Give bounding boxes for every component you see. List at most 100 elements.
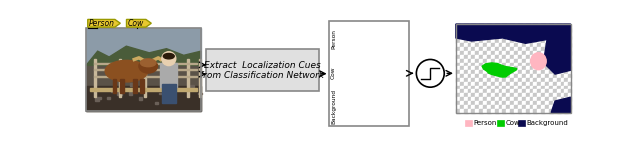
- Bar: [467, 109, 472, 113]
- Bar: [476, 93, 479, 97]
- Bar: [522, 55, 525, 59]
- Bar: [549, 24, 553, 28]
- Bar: [510, 24, 514, 28]
- Bar: [514, 93, 518, 97]
- Bar: [479, 90, 483, 93]
- Bar: [499, 24, 502, 28]
- Bar: [510, 63, 514, 66]
- Bar: [476, 28, 479, 32]
- Bar: [460, 55, 463, 59]
- Bar: [568, 86, 571, 90]
- Bar: [495, 43, 499, 47]
- Bar: [537, 59, 541, 63]
- Bar: [529, 47, 533, 51]
- Bar: [463, 28, 467, 32]
- Bar: [472, 82, 476, 86]
- Bar: [545, 70, 549, 74]
- Bar: [514, 101, 518, 105]
- Bar: [537, 86, 541, 90]
- Bar: [537, 97, 541, 101]
- Bar: [502, 28, 506, 32]
- Bar: [86, 65, 201, 111]
- Bar: [463, 63, 467, 66]
- Bar: [467, 101, 472, 105]
- Bar: [561, 90, 564, 93]
- Bar: [557, 82, 561, 86]
- Ellipse shape: [139, 59, 157, 73]
- Bar: [483, 36, 487, 39]
- Bar: [162, 84, 169, 103]
- Bar: [553, 59, 557, 63]
- Bar: [472, 24, 476, 28]
- Bar: [525, 101, 529, 105]
- Bar: [533, 39, 537, 43]
- Bar: [510, 105, 514, 109]
- Bar: [545, 90, 549, 93]
- Bar: [557, 28, 561, 32]
- Bar: [472, 105, 476, 109]
- Bar: [522, 43, 525, 47]
- Bar: [460, 28, 463, 32]
- Bar: [456, 63, 460, 66]
- Bar: [163, 92, 165, 94]
- Bar: [460, 74, 463, 78]
- Bar: [541, 82, 545, 86]
- Bar: [463, 74, 467, 78]
- Bar: [467, 63, 472, 66]
- Bar: [541, 97, 545, 101]
- Bar: [545, 97, 549, 101]
- Bar: [476, 51, 479, 55]
- Bar: [198, 93, 202, 94]
- Bar: [495, 97, 499, 101]
- Bar: [545, 59, 549, 63]
- Bar: [467, 97, 472, 101]
- Bar: [499, 86, 502, 90]
- Bar: [491, 43, 495, 47]
- Bar: [510, 47, 514, 51]
- Bar: [545, 93, 549, 97]
- Bar: [483, 55, 487, 59]
- Bar: [564, 28, 568, 32]
- Bar: [564, 32, 568, 36]
- Bar: [553, 70, 557, 74]
- Bar: [514, 28, 518, 32]
- Bar: [491, 36, 495, 39]
- Bar: [491, 86, 495, 90]
- Bar: [537, 63, 541, 66]
- Bar: [522, 109, 525, 113]
- Bar: [529, 63, 533, 66]
- Bar: [522, 59, 525, 63]
- Bar: [537, 66, 541, 70]
- Bar: [456, 59, 460, 63]
- Bar: [487, 78, 491, 82]
- Bar: [506, 97, 510, 101]
- Bar: [537, 70, 541, 74]
- Bar: [159, 93, 163, 94]
- Bar: [467, 66, 472, 70]
- Bar: [120, 79, 124, 93]
- Bar: [499, 101, 502, 105]
- Polygon shape: [551, 97, 571, 113]
- Bar: [487, 43, 491, 47]
- Bar: [522, 24, 525, 28]
- Bar: [564, 86, 568, 90]
- Bar: [491, 105, 495, 109]
- Bar: [456, 82, 460, 86]
- Bar: [541, 66, 545, 70]
- Bar: [525, 24, 529, 28]
- Bar: [495, 70, 499, 74]
- Bar: [502, 63, 506, 66]
- Bar: [529, 82, 533, 86]
- Bar: [463, 32, 467, 36]
- Bar: [568, 55, 571, 59]
- Bar: [495, 90, 499, 93]
- Bar: [502, 47, 506, 51]
- Bar: [514, 59, 518, 63]
- Bar: [495, 55, 499, 59]
- Bar: [483, 59, 487, 63]
- Bar: [533, 97, 537, 101]
- Bar: [533, 74, 537, 78]
- Bar: [529, 86, 533, 90]
- Bar: [487, 97, 491, 101]
- Bar: [553, 24, 557, 28]
